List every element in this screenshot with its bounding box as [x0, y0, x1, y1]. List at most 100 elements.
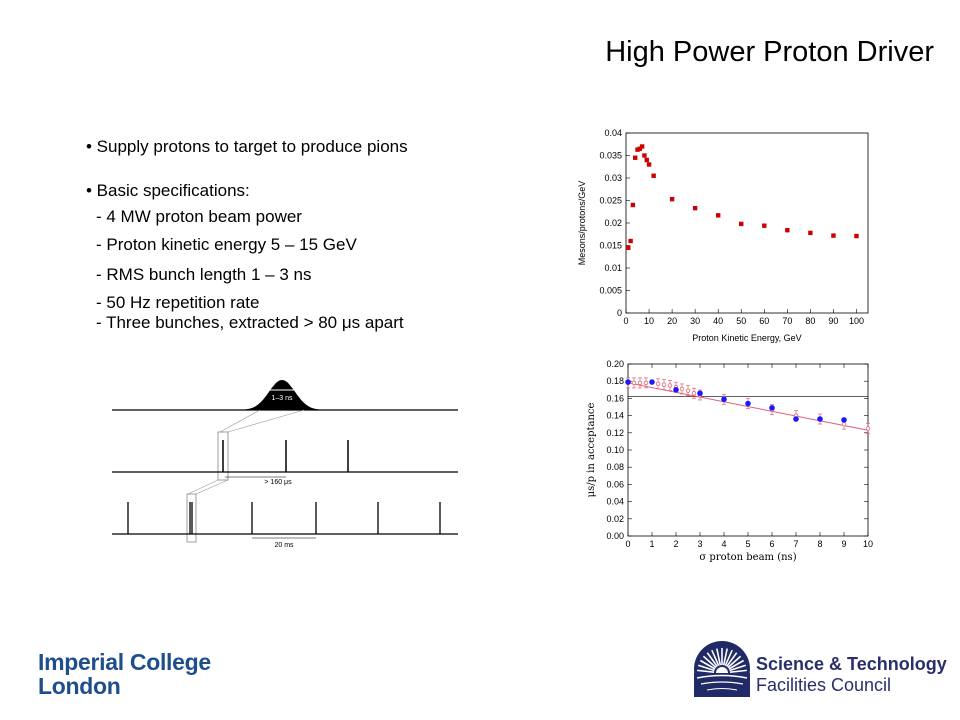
sun-ray: [697, 664, 715, 672]
muon-y-tick-label: 0.00: [606, 531, 624, 541]
muon-data-point: [817, 416, 823, 422]
sun-ray: [711, 649, 720, 667]
muon-y-tick-label: 0.06: [606, 479, 624, 489]
bullet-basic-specs: • Basic specifications:: [86, 181, 250, 200]
muon-x-tick-label: 7: [793, 539, 798, 549]
meson-data-point: [637, 146, 643, 151]
slide-title: High Power Proton Driver: [605, 36, 934, 68]
meson-y-tick-label: 0.01: [604, 263, 622, 273]
bullet-supply-protons: • Supply protons to target to produce pi…: [86, 137, 408, 156]
meson-x-tick-label: 60: [759, 316, 769, 326]
sun-ray: [729, 664, 747, 672]
meson-data-point: [639, 144, 645, 149]
muon-data-point: [649, 379, 655, 385]
meson-x-tick-label: 10: [644, 316, 654, 326]
bunch-gaussian-shape: [240, 380, 324, 410]
stfc-logo-line2: Facilities Council: [756, 675, 892, 695]
muon-x-tick-label: 4: [721, 539, 726, 549]
spec-beam-power: - 4 MW proton beam power: [96, 207, 302, 226]
meson-data-point: [626, 245, 631, 250]
meson-x-tick-label: 50: [736, 316, 746, 326]
meson-data-point: [669, 196, 675, 202]
muon-x-tick-label: 1: [649, 539, 654, 549]
muon-data-point: [793, 416, 799, 422]
muon-data-point: [673, 387, 679, 393]
muon-sim-point: [667, 383, 673, 388]
muon-x-tick-label: 3: [697, 539, 702, 549]
muon-sim-point: [841, 421, 847, 427]
stfc-logo-line1: Science & Technology: [756, 654, 947, 674]
meson-y-tick-label: 0: [617, 308, 622, 318]
meson-x-tick-label: 40: [713, 316, 723, 326]
imperial-logo-line2: London: [38, 673, 121, 699]
meson-x-tick-label: 70: [782, 316, 792, 326]
stfc-sunburst-icon: [694, 641, 750, 697]
muon-chart-ylabel: μs/p in acceptance: [586, 403, 597, 498]
muon-x-tick-label: 5: [745, 539, 750, 549]
meson-chart-xlabel: Proton Kinetic Energy, GeV: [692, 333, 801, 343]
meson-y-tick-label: 0.025: [599, 196, 622, 206]
imperial-logo-line1: Imperial College: [38, 649, 211, 675]
meson-y-tick-label: 0.03: [604, 173, 622, 183]
meson-data-point: [633, 155, 638, 160]
sun-ray: [724, 649, 733, 667]
sun-ray: [729, 669, 747, 673]
spec-repetition-rate: - 50 Hz repetition rate: [96, 293, 260, 312]
bunch-width-label: 1–3 ns: [271, 395, 293, 402]
sun-ray: [702, 655, 717, 669]
bunch-spacing-label: > 160 μs: [264, 479, 292, 486]
meson-data-point: [854, 233, 859, 239]
muon-chart-xlabel: σ proton beam (ns): [699, 552, 796, 563]
meson-data-point: [628, 238, 633, 244]
muon-y-tick-label: 0.04: [606, 497, 624, 507]
sun-ray: [697, 669, 715, 673]
stfc-logo-text: Science & Technology Facilities Council: [756, 654, 947, 696]
muon-data-point: [625, 379, 631, 385]
meson-yield-chart: 0 0.005 0.01 0.015 0.02 0.025 0.03 0.035 0.04 0 1…: [577, 128, 869, 343]
muon-y-tick-label: 0.02: [606, 514, 624, 524]
meson-x-tick-label: 100: [849, 316, 864, 326]
sun-ray: [706, 652, 718, 667]
muon-sim-point: [691, 391, 697, 396]
meson-x-tick-label: 90: [828, 316, 838, 326]
meson-y-tick-label: 0.035: [599, 151, 622, 161]
meson-x-tick-label: 0: [623, 316, 628, 326]
sun-ray: [726, 652, 738, 667]
muon-y-tick-label: 0.08: [606, 462, 624, 472]
meson-data-point: [642, 153, 647, 158]
muon-y-tick-label: 0.14: [606, 411, 624, 421]
sun-ray: [722, 648, 728, 666]
meson-y-tick-label: 0.015: [599, 241, 622, 251]
meson-data-point: [635, 147, 640, 152]
sun-ray: [699, 659, 716, 670]
meson-x-tick-label: 30: [690, 316, 700, 326]
meson-x-tick-label: 80: [805, 316, 815, 326]
meson-data-point: [651, 173, 656, 178]
muon-data-point: [769, 405, 775, 411]
meson-data-point: [644, 157, 649, 163]
muon-y-tick-label: 0.20: [606, 359, 624, 369]
meson-chart-frame: [625, 132, 869, 314]
zoom-box-bottom: [186, 493, 197, 543]
repetition-period-label: 20 ms: [274, 542, 294, 549]
sun-ray: [727, 655, 742, 669]
meson-x-tick-label: 20: [667, 316, 677, 326]
muon-sim-point: [655, 381, 661, 386]
muon-data-point: [697, 390, 703, 397]
meson-data-point: [808, 230, 813, 236]
meson-data-point: [646, 162, 652, 167]
meson-data-point: [831, 233, 836, 238]
muon-sim-point: [661, 382, 667, 387]
spec-bunch-length: - RMS bunch length 1 – 3 ns: [96, 265, 312, 284]
muon-x-tick-label: 2: [673, 539, 678, 549]
meson-data-point: [785, 228, 790, 233]
muon-x-tick-label: 0: [625, 539, 630, 549]
muon-sim-point: [637, 380, 643, 386]
meson-data-point: [715, 213, 721, 218]
meson-data-point: [762, 223, 767, 228]
muon-sim-point: [643, 380, 649, 386]
muon-sim-point: [679, 386, 685, 392]
muon-x-tick-label: 9: [841, 539, 846, 549]
muon-y-tick-label: 0.18: [606, 376, 624, 386]
muon-y-tick-label: 0.12: [606, 428, 624, 438]
